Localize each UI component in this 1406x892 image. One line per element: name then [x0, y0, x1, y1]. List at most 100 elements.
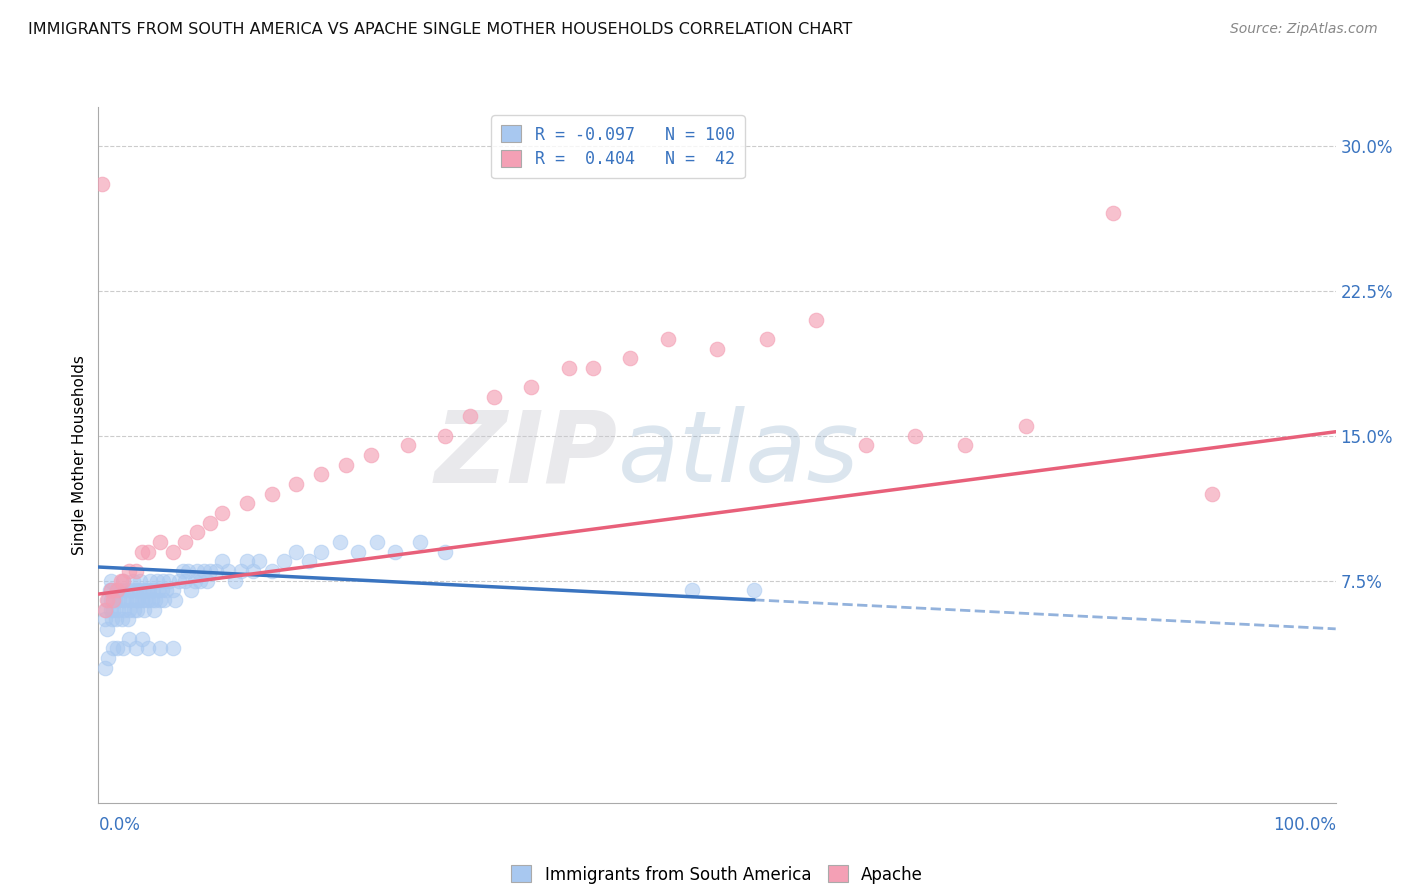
Point — [184, 574, 207, 588]
Point — [129, 574, 152, 588]
Point — [433, 544, 456, 558]
Point — [458, 409, 481, 424]
Point — [1015, 419, 1038, 434]
Point — [236, 496, 259, 510]
Point — [138, 583, 160, 598]
Point — [131, 544, 153, 558]
Text: IMMIGRANTS FROM SOUTH AMERICA VS APACHE SINGLE MOTHER HOUSEHOLDS CORRELATION CHA: IMMIGRANTS FROM SOUTH AMERICA VS APACHE … — [28, 22, 852, 37]
Point — [96, 592, 118, 607]
Point — [94, 602, 117, 616]
Point — [139, 574, 162, 588]
Point — [260, 564, 283, 578]
Point — [124, 641, 146, 656]
Point — [172, 564, 194, 578]
Point — [195, 574, 218, 588]
Point — [112, 641, 135, 656]
Point — [149, 641, 172, 656]
Point — [904, 428, 927, 442]
Point — [396, 438, 419, 452]
Point — [153, 592, 176, 607]
Point — [128, 583, 150, 598]
Point — [162, 641, 184, 656]
Point — [103, 592, 125, 607]
Point — [855, 438, 877, 452]
Point — [142, 583, 165, 598]
Point — [198, 564, 221, 578]
Point — [124, 602, 146, 616]
Point — [98, 583, 121, 598]
Point — [132, 583, 155, 598]
Point — [141, 592, 163, 607]
Point — [236, 554, 259, 568]
Point — [134, 592, 156, 607]
Point — [117, 612, 139, 626]
Point — [112, 592, 135, 607]
Point — [112, 574, 135, 588]
Point — [165, 592, 187, 607]
Point — [520, 380, 543, 394]
Point — [131, 592, 153, 607]
Point — [706, 342, 728, 356]
Point — [96, 622, 118, 636]
Point — [134, 602, 156, 616]
Point — [229, 564, 252, 578]
Point — [260, 486, 283, 500]
Point — [247, 554, 270, 568]
Text: atlas: atlas — [619, 407, 859, 503]
Point — [557, 361, 579, 376]
Point — [285, 544, 308, 558]
Point — [149, 592, 172, 607]
Point — [155, 583, 177, 598]
Point — [101, 612, 124, 626]
Point — [135, 583, 157, 598]
Point — [484, 390, 506, 404]
Point — [681, 583, 703, 598]
Point — [1102, 206, 1125, 220]
Point — [242, 564, 264, 578]
Point — [112, 574, 135, 588]
Point — [657, 332, 679, 346]
Point — [150, 583, 173, 598]
Point — [273, 554, 295, 568]
Point — [224, 574, 246, 588]
Point — [205, 564, 228, 578]
Point — [100, 583, 122, 598]
Point — [582, 361, 605, 376]
Point — [188, 574, 211, 588]
Point — [105, 583, 128, 598]
Point — [167, 574, 190, 588]
Point — [131, 632, 153, 646]
Point — [100, 602, 122, 616]
Point — [157, 574, 180, 588]
Point — [103, 602, 125, 616]
Point — [136, 641, 159, 656]
Point — [347, 544, 370, 558]
Point — [127, 592, 149, 607]
Point — [122, 574, 145, 588]
Text: ZIP: ZIP — [434, 407, 619, 503]
Point — [136, 544, 159, 558]
Point — [146, 583, 169, 598]
Legend: Immigrants from South America, Apache: Immigrants from South America, Apache — [503, 857, 931, 892]
Point — [100, 592, 122, 607]
Point — [93, 602, 115, 616]
Point — [186, 525, 208, 540]
Point — [136, 592, 159, 607]
Point — [118, 602, 141, 616]
Point — [152, 574, 174, 588]
Point — [145, 574, 167, 588]
Point — [285, 476, 308, 491]
Point — [174, 534, 197, 549]
Point — [298, 554, 321, 568]
Point — [125, 602, 148, 616]
Text: 0.0%: 0.0% — [98, 816, 141, 834]
Point — [176, 564, 198, 578]
Point — [100, 574, 122, 588]
Point — [180, 583, 202, 598]
Point — [91, 178, 114, 192]
Point — [1201, 486, 1223, 500]
Point — [174, 574, 197, 588]
Point — [124, 583, 146, 598]
Point — [112, 602, 135, 616]
Point — [149, 534, 172, 549]
